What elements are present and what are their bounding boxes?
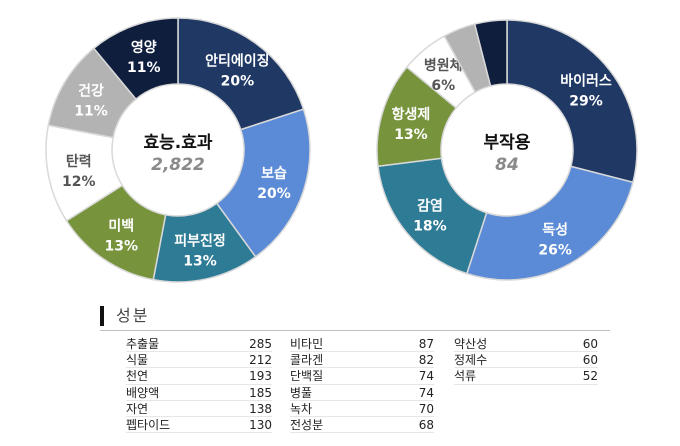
ingredient-count: 70 (418, 401, 434, 416)
ingredient-name: 약산성 (454, 337, 488, 351)
slice-category-label: 항생제 (392, 106, 431, 123)
ingredient-count: 60 (582, 353, 598, 368)
donut-charts: 안티에이징 20% 보습 20% 피부진정 13% 미백 13% 탄력 12% 건강 11% 영양 11%… (45, 17, 638, 283)
ingredient-row: 자연 138 (126, 401, 272, 418)
slice-category-label: 감염 (417, 198, 443, 215)
slice-percent-label: 13% (183, 254, 217, 270)
slice-category-label: 미백 (108, 219, 134, 235)
ingredient-row: 추출물 285 (126, 336, 272, 353)
donut-slice (465, 165, 634, 281)
donut-center-total: 84 (495, 155, 519, 175)
ingredient-count: 87 (418, 337, 434, 351)
ingredient-count: 60 (582, 337, 598, 351)
ingredient-name: 석류 (454, 369, 477, 384)
ingredient-row: 녹차 70 (290, 401, 434, 418)
slice-percent-label: 29% (569, 94, 603, 110)
ingredient-count: 130 (249, 417, 272, 432)
ingredients-column-1: 추출물 285 식물 212 천연 193 배양액 185 자연 138 펩타이드 130 (126, 336, 272, 434)
slice-percent-label: 11% (127, 60, 161, 76)
ingredient-row: 정제수 60 (454, 352, 598, 369)
slice-category-label: 피부진정 (174, 233, 226, 250)
ingredient-row: 단백질 74 (290, 368, 434, 385)
donut-slice (177, 17, 305, 131)
ingredient-row: 배양액 185 (126, 385, 272, 401)
donut-slice (92, 17, 179, 101)
ingredient-row: 병풀 74 (290, 385, 434, 401)
ingredient-name: 콜라겐 (290, 353, 324, 368)
ingredient-name: 자연 (126, 401, 149, 416)
slice-percent-label: 20% (257, 186, 291, 202)
slice-percent-label: 20% (221, 73, 255, 89)
ingredient-row: 전성분 68 (290, 417, 434, 434)
ingredient-name: 펩타이드 (126, 417, 171, 432)
donut-center-title: 부작용 (484, 133, 531, 153)
ingredient-name: 천연 (126, 369, 149, 384)
slice-category-label: 탄력 (66, 153, 92, 170)
donut-slice (215, 108, 311, 258)
slice-category-label: 병원체 (424, 57, 463, 74)
ingredient-row: 석류 52 (454, 368, 598, 385)
slice-percent-label: 26% (538, 243, 572, 259)
ingredients-title: 성분 (100, 306, 149, 326)
ingredient-row: 펩타이드 130 (126, 417, 272, 434)
effects-donut-chart: 안티에이징 20% 보습 20% 피부진정 13% 미백 13% 탄력 12% 건강 11% 영양 11%… (45, 17, 311, 283)
ingredient-count: 185 (249, 385, 272, 400)
ingredient-count: 74 (418, 369, 434, 384)
ingredient-row: 천연 193 (126, 368, 272, 385)
donut-slice (473, 19, 508, 87)
slice-percent-label: 11% (74, 104, 108, 120)
ingredient-name: 정제수 (454, 353, 488, 368)
ingredient-count: 138 (249, 401, 272, 416)
slice-category-label: 독성 (542, 223, 568, 239)
donut-slice (377, 157, 488, 275)
ingredient-count: 52 (582, 369, 598, 384)
ingredient-name: 비타민 (290, 337, 324, 351)
ingredient-row: 콜라겐 82 (290, 352, 434, 369)
ingredient-count: 68 (418, 417, 434, 432)
ingredients-column-3: 약산성 60 정제수 60 석류 52 (454, 336, 598, 385)
ingredients-column-2: 비타민 87 콜라겐 82 단백질 74 병풀 74 녹차 70 전성분 68 (290, 336, 434, 434)
ingredient-name: 식물 (126, 353, 149, 368)
ingredient-row: 비타민 87 (290, 336, 434, 353)
donut-center-total: 2,822 (151, 155, 205, 175)
ingredient-name: 배양액 (126, 385, 160, 400)
slice-category-label: 바이러스 (560, 73, 612, 90)
ingredient-row: 약산성 60 (454, 336, 598, 353)
slice-percent-label: 18% (413, 219, 447, 235)
donut-center-title: 효능.효과 (143, 133, 212, 153)
slice-category-label: 안티에이징 (205, 52, 269, 69)
slice-category-label: 보습 (261, 166, 287, 182)
ingredient-name: 단백질 (290, 369, 324, 384)
slice-percent-label: 13% (104, 239, 138, 255)
ingredient-name: 병풀 (290, 385, 313, 400)
slice-category-label: 건강 (78, 83, 104, 100)
ingredient-name: 추출물 (126, 337, 160, 351)
ingredients-divider (100, 330, 610, 331)
slice-category-label: 영양 (131, 39, 157, 56)
slice-percent-label: 13% (394, 127, 428, 143)
ingredient-count: 74 (418, 385, 434, 400)
ingredient-row: 식물 212 (126, 352, 272, 369)
ingredient-name: 녹차 (290, 401, 313, 416)
ingredient-name: 전성분 (290, 417, 324, 432)
ingredient-count: 285 (249, 337, 272, 351)
ingredient-count: 212 (249, 353, 272, 368)
ingredient-count: 82 (418, 353, 434, 368)
ingredient-count: 193 (249, 369, 272, 384)
slice-percent-label: 12% (62, 174, 96, 190)
slice-percent-label: 6% (431, 78, 455, 94)
donut-slice (506, 19, 638, 184)
